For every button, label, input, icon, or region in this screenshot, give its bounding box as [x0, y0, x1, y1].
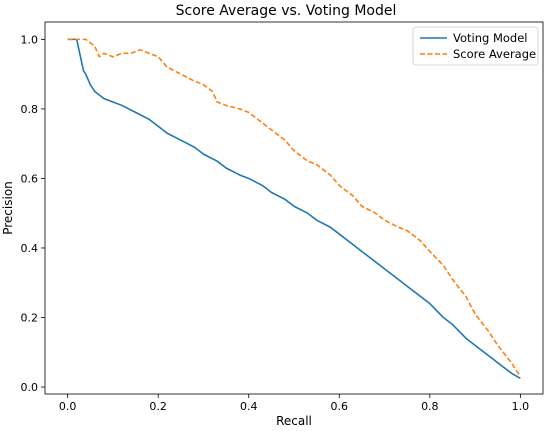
legend: Voting Model Score Average — [413, 27, 538, 65]
legend-label-score-average: Score Average — [453, 47, 536, 61]
x-tick-label: 0.6 — [331, 400, 349, 413]
x-axis: 0.0 0.2 0.4 0.6 0.8 1.0 — [59, 394, 529, 413]
y-tick-label: 1.0 — [21, 33, 39, 46]
x-tick-label: 0.8 — [421, 400, 439, 413]
y-tick-label: 0.6 — [21, 172, 39, 185]
series-line-score-average — [68, 39, 521, 376]
y-tick-label: 0.4 — [21, 242, 39, 255]
y-tick-label: 0.2 — [21, 312, 39, 325]
x-tick-label: 0.0 — [59, 400, 77, 413]
chart-title: Score Average vs. Voting Model — [176, 3, 397, 19]
legend-label-voting-model: Voting Model — [453, 31, 528, 45]
y-axis: 0.0 0.2 0.4 0.6 0.8 1.0 — [21, 33, 46, 394]
x-tick-label: 1.0 — [512, 400, 530, 413]
plot-area-frame — [45, 22, 543, 394]
x-tick-label: 0.2 — [149, 400, 167, 413]
x-tick-label: 0.4 — [240, 400, 258, 413]
x-axis-label: Recall — [276, 414, 312, 428]
series-lines — [68, 39, 521, 378]
series-line-voting-model — [68, 39, 521, 378]
y-axis-label: Precision — [1, 181, 15, 235]
y-tick-label: 0.8 — [21, 103, 39, 116]
y-tick-label: 0.0 — [21, 381, 39, 394]
